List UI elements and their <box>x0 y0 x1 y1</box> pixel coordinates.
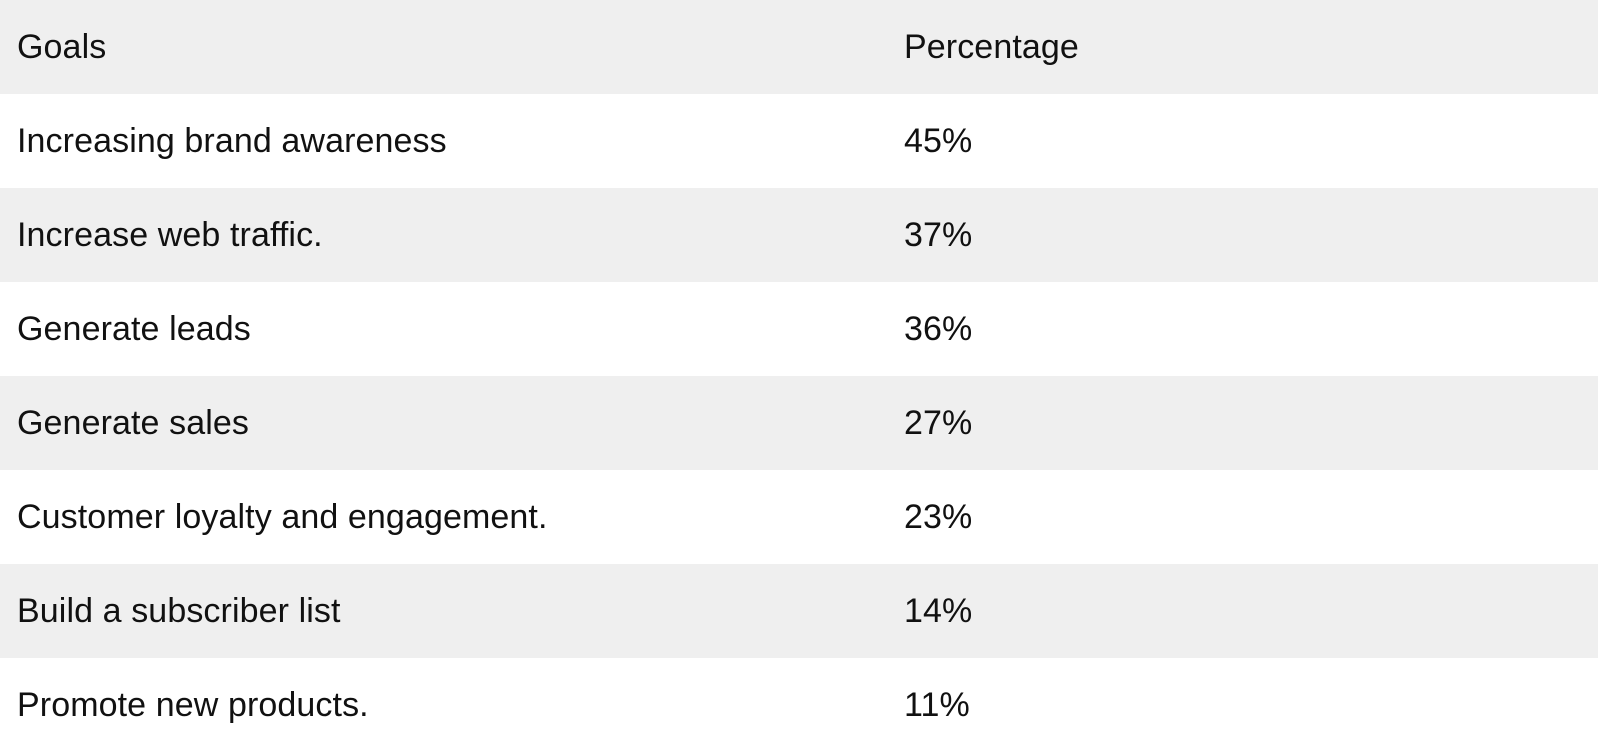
goal-cell: Generate leads <box>17 309 251 348</box>
header-row: Goals Percentage <box>0 0 1598 94</box>
table-row: Customer loyalty and engagement. 23% <box>0 470 1598 564</box>
table-row: Increase web traffic. 37% <box>0 188 1598 282</box>
table-header: Goals Percentage <box>0 0 1598 94</box>
percentage-cell: 36% <box>904 309 973 348</box>
goal-cell: Generate sales <box>17 403 249 442</box>
percentage-cell: 23% <box>904 497 973 536</box>
goal-cell: Customer loyalty and engagement. <box>17 497 548 536</box>
table-row: Generate leads 36% <box>0 282 1598 376</box>
percentage-cell: 27% <box>904 403 973 442</box>
goals-column-header: Goals <box>17 27 107 66</box>
goal-cell: Build a subscriber list <box>17 591 341 630</box>
table-row: Build a subscriber list 14% <box>0 564 1598 658</box>
goal-cell: Increase web traffic. <box>17 215 323 254</box>
goal-cell: Increasing brand awareness <box>17 121 447 160</box>
table-body: Increasing brand awareness 45% Increase … <box>0 94 1598 752</box>
percentage-cell: 45% <box>904 121 973 160</box>
goal-cell: Promote new products. <box>17 685 369 724</box>
table-row: Promote new products. 11% <box>0 658 1598 752</box>
percentage-cell: 37% <box>904 215 973 254</box>
percentage-cell: 14% <box>904 591 973 630</box>
table-row: Generate sales 27% <box>0 376 1598 470</box>
percentage-cell: 11% <box>904 685 970 724</box>
table-row: Increasing brand awareness 45% <box>0 94 1598 188</box>
percentage-column-header: Percentage <box>904 27 1079 66</box>
